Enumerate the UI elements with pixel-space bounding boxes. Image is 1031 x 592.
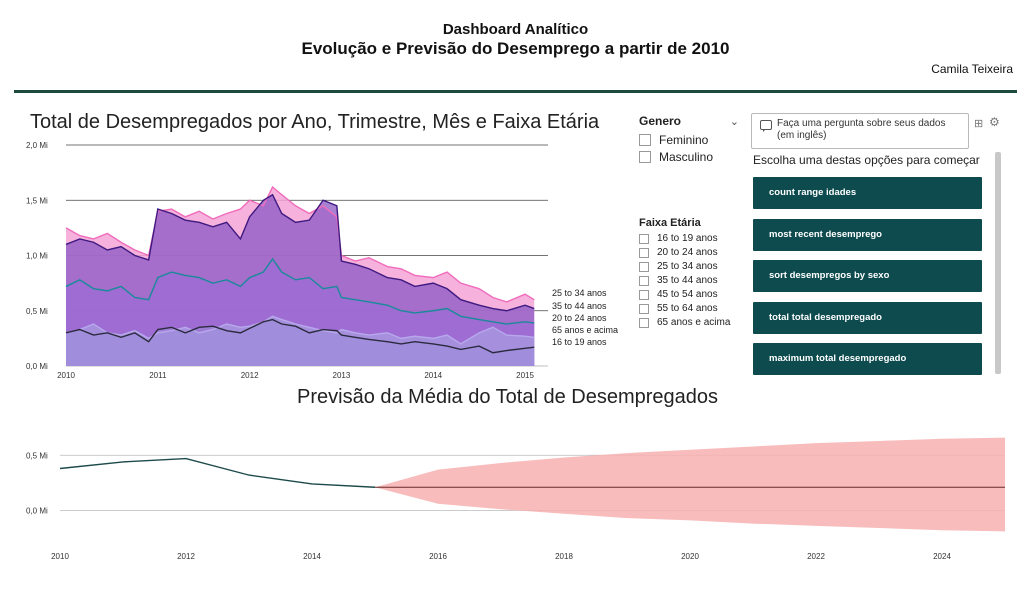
area-chart[interactable]: 0,0 Mi 0,5 Mi 1,0 Mi 1,5 Mi 2,0 Mi 2010 2011 20…	[0, 135, 640, 385]
checkbox-box[interactable]	[639, 275, 649, 286]
series-line	[65, 315, 535, 345]
y-tick-label: 0,5 Mi	[26, 307, 48, 316]
x-tick-label: 2013	[333, 371, 351, 380]
checkbox-label: 25 to 34 anos	[657, 261, 718, 272]
checkbox-label: 55 to 64 anos	[657, 303, 718, 314]
y-tick-label: 2,0 Mi	[26, 141, 48, 150]
checkbox-65-acima[interactable]: 65 anos e acima	[639, 317, 744, 328]
x-tick-label: 2022	[807, 552, 825, 561]
chat-bubble-icon	[760, 120, 772, 132]
checkbox-25-34[interactable]: 25 to 34 anos	[639, 261, 744, 272]
header-divider	[14, 90, 1017, 93]
checkbox-masculino[interactable]: Masculino	[639, 150, 739, 164]
series-end-label: 35 to 44 anos	[552, 301, 607, 311]
suggestion-button[interactable]: total total desempregado	[753, 302, 982, 334]
area-chart-title: Total de Desempregados por Ano, Trimestr…	[30, 111, 600, 133]
checkbox-label: 65 anos e acima	[657, 317, 731, 328]
series-end-label: 20 to 24 anos	[552, 313, 607, 323]
checkbox-label: 35 to 44 anos	[657, 275, 718, 286]
series-area	[66, 319, 535, 366]
x-tick-label: 2020	[681, 552, 699, 561]
qa-question-input[interactable]: Faça uma pergunta sobre seus dados (em i…	[751, 113, 969, 149]
suggestion-button[interactable]: most recent desemprego	[753, 219, 982, 251]
series-line	[65, 193, 535, 312]
checkbox-45-54[interactable]: 45 to 54 anos	[639, 289, 744, 300]
y-tick-label: 0,0 Mi	[26, 506, 48, 515]
x-tick-label: 2012	[177, 552, 195, 561]
x-tick-label: 2010	[51, 552, 69, 561]
checkbox-box[interactable]	[639, 151, 651, 163]
suggestion-button[interactable]: maximum total desempregado	[753, 343, 982, 375]
gear-icon[interactable]: ⚙	[989, 115, 1000, 129]
slicer-genero: Genero ⌄ Feminino Masculino	[639, 114, 739, 164]
qa-convert-icon[interactable]: ⊞	[974, 118, 984, 130]
checkbox-20-24[interactable]: 20 to 24 anos	[639, 247, 744, 258]
checkbox-35-44[interactable]: 35 to 44 anos	[639, 275, 744, 286]
y-tick-label: 0,5 Mi	[26, 451, 48, 460]
slicer-faixa-etaria: Faixa Etária 16 to 19 anos 20 to 24 anos…	[639, 217, 744, 328]
checkbox-label: 20 to 24 anos	[657, 247, 718, 258]
x-tick-label: 2024	[933, 552, 951, 561]
checkbox-box[interactable]	[639, 261, 649, 272]
checkbox-box[interactable]	[639, 289, 649, 300]
actual-line	[59, 457, 376, 488]
dashboard-subtitle: Evolução e Previsão do Desemprego a part…	[301, 39, 730, 58]
slicer-genero-title: Genero	[639, 114, 682, 128]
checkbox-box[interactable]	[639, 247, 649, 258]
series-line	[65, 257, 535, 325]
y-tick-label: 1,0 Mi	[26, 252, 48, 261]
x-tick-label: 2014	[424, 371, 442, 380]
suggestion-button[interactable]: sort desempregos by sexo	[753, 260, 982, 292]
chevron-down-icon[interactable]: ⌄	[729, 115, 739, 128]
x-tick-label: 2014	[303, 552, 321, 561]
x-tick-label: 2015	[516, 371, 534, 380]
slicer-faixa-title: Faixa Etária	[639, 217, 701, 229]
series-end-label: 16 to 19 anos	[552, 337, 607, 347]
x-tick-label: 2011	[149, 371, 167, 380]
forecast-band	[375, 437, 1005, 532]
x-tick-label: 2012	[241, 371, 259, 380]
x-tick-label: 2018	[555, 552, 573, 561]
y-tick-label: 0,0 Mi	[26, 362, 48, 371]
series-line	[65, 318, 535, 354]
series-end-label: 25 to 34 anos	[552, 288, 607, 298]
qa-scrollbar[interactable]	[995, 152, 1001, 374]
checkbox-box[interactable]	[639, 303, 649, 314]
dashboard-title: Dashboard Analítico	[442, 21, 589, 38]
checkbox-label: Feminino	[659, 133, 709, 147]
qa-placeholder: Faça uma pergunta sobre seus dados (em i…	[777, 118, 946, 141]
checkbox-16-19[interactable]: 16 to 19 anos	[639, 233, 744, 244]
checkbox-box[interactable]	[639, 233, 649, 244]
checkbox-label: 16 to 19 anos	[657, 233, 718, 244]
forecast-chart[interactable]: 0,0 Mi 0,5 Mi 2010 2012 2014 2016 2018 2020 2022…	[0, 420, 1031, 570]
qa-suggest-label: Escolha uma destas opções para começar	[753, 153, 980, 167]
x-tick-label: 2016	[429, 552, 447, 561]
checkbox-label: Masculino	[659, 150, 714, 164]
forecast-chart-title: Previsão da Média do Total de Desemprega…	[297, 386, 718, 408]
y-tick-label: 1,5 Mi	[26, 196, 48, 205]
checkbox-box[interactable]	[639, 134, 651, 146]
checkbox-label: 45 to 54 anos	[657, 289, 718, 300]
series-line	[65, 185, 535, 303]
author-name: Camila Teixeira	[931, 62, 1013, 76]
x-tick-label: 2010	[57, 371, 75, 380]
suggestion-button[interactable]: count range idades	[753, 177, 982, 209]
checkbox-55-64[interactable]: 55 to 64 anos	[639, 303, 744, 314]
series-end-label: 65 anos e acima	[552, 325, 618, 335]
checkbox-box[interactable]	[639, 317, 649, 328]
checkbox-feminino[interactable]: Feminino	[639, 133, 739, 147]
